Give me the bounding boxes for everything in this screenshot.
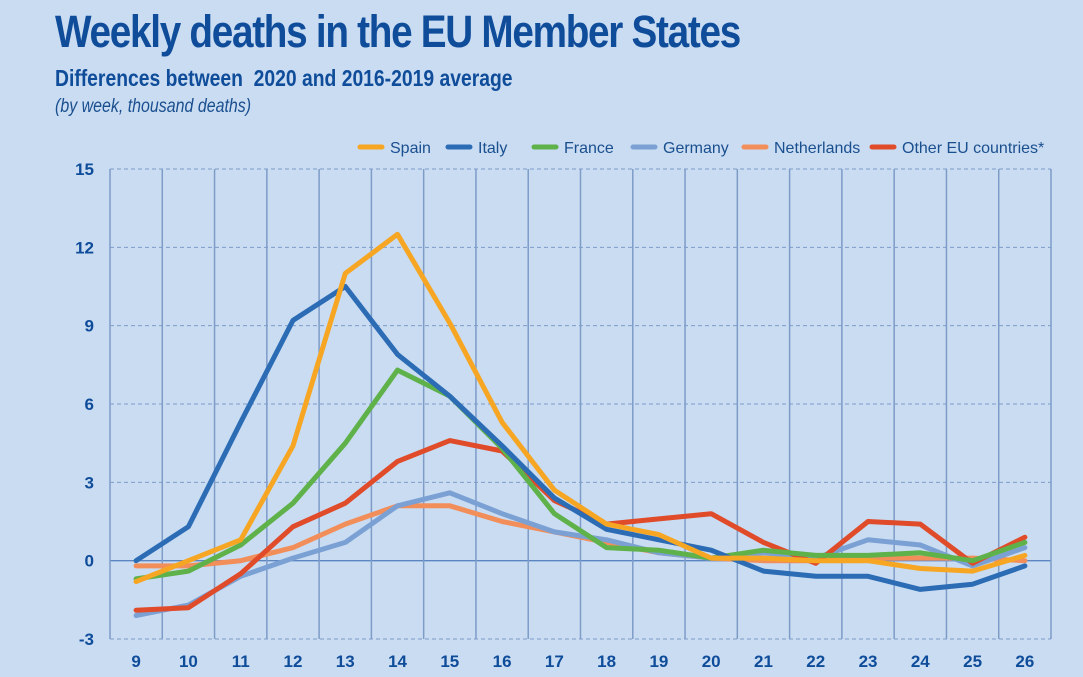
x-tick-label: 18 — [597, 652, 616, 671]
x-tick-label: 13 — [336, 652, 355, 671]
legend-label-france: France — [564, 140, 614, 157]
series-lines — [133, 231, 1028, 618]
x-tick-label: 12 — [284, 652, 303, 671]
x-tick-label: 21 — [754, 652, 773, 671]
legend-label-spain: Spain — [390, 140, 431, 157]
x-tick-label: 22 — [806, 652, 825, 671]
legend-label-netherlands: Netherlands — [774, 140, 860, 157]
chart-title: Weekly deaths in the EU Member States — [55, 6, 741, 57]
y-tick-label: 9 — [85, 317, 94, 336]
series-line-france — [133, 367, 1028, 582]
y-tick-label: 3 — [85, 473, 94, 492]
y-tick-label: 0 — [85, 552, 94, 571]
legend-label-germany: Germany — [663, 140, 729, 157]
x-tick-label: 23 — [859, 652, 878, 671]
chart-subtitle: Differences between 2020 and 2016-2019 a… — [55, 65, 513, 91]
legend: Spain Italy France Germany Netherlands Other … — [357, 140, 1044, 157]
legend-label-italy: Italy — [478, 140, 507, 157]
x-tick-label: 20 — [702, 652, 721, 671]
x-axis: 9 10 11 12 13 14 15 16 17 18 19 20 21 22 23 24 25 26 — [131, 652, 1034, 671]
unit-note: (by week, thousand deaths) — [55, 96, 252, 117]
y-tick-label: 15 — [75, 160, 94, 179]
x-tick-label: 26 — [1015, 652, 1034, 671]
grid — [109, 168, 1052, 640]
x-tick-label: 14 — [388, 652, 407, 671]
series-line-italy — [133, 284, 1028, 592]
y-tick-label: -3 — [79, 630, 94, 649]
x-tick-label: 9 — [131, 652, 140, 671]
x-tick-label: 24 — [911, 652, 930, 671]
x-tick-label: 17 — [545, 652, 564, 671]
y-axis: -3 0 3 6 9 12 15 — [75, 160, 94, 649]
x-tick-label: 15 — [440, 652, 459, 671]
y-tick-label: 6 — [85, 395, 94, 414]
series-line-germany — [133, 490, 1028, 618]
x-tick-label: 25 — [963, 652, 982, 671]
x-tick-label: 16 — [493, 652, 512, 671]
y-tick-label: 12 — [75, 238, 94, 257]
x-tick-label: 10 — [179, 652, 198, 671]
series-line-spain — [133, 231, 1028, 585]
legend-label-other-eu-countries: Other EU countries* — [902, 140, 1044, 157]
x-tick-label: 19 — [649, 652, 668, 671]
x-tick-label: 11 — [232, 652, 250, 671]
